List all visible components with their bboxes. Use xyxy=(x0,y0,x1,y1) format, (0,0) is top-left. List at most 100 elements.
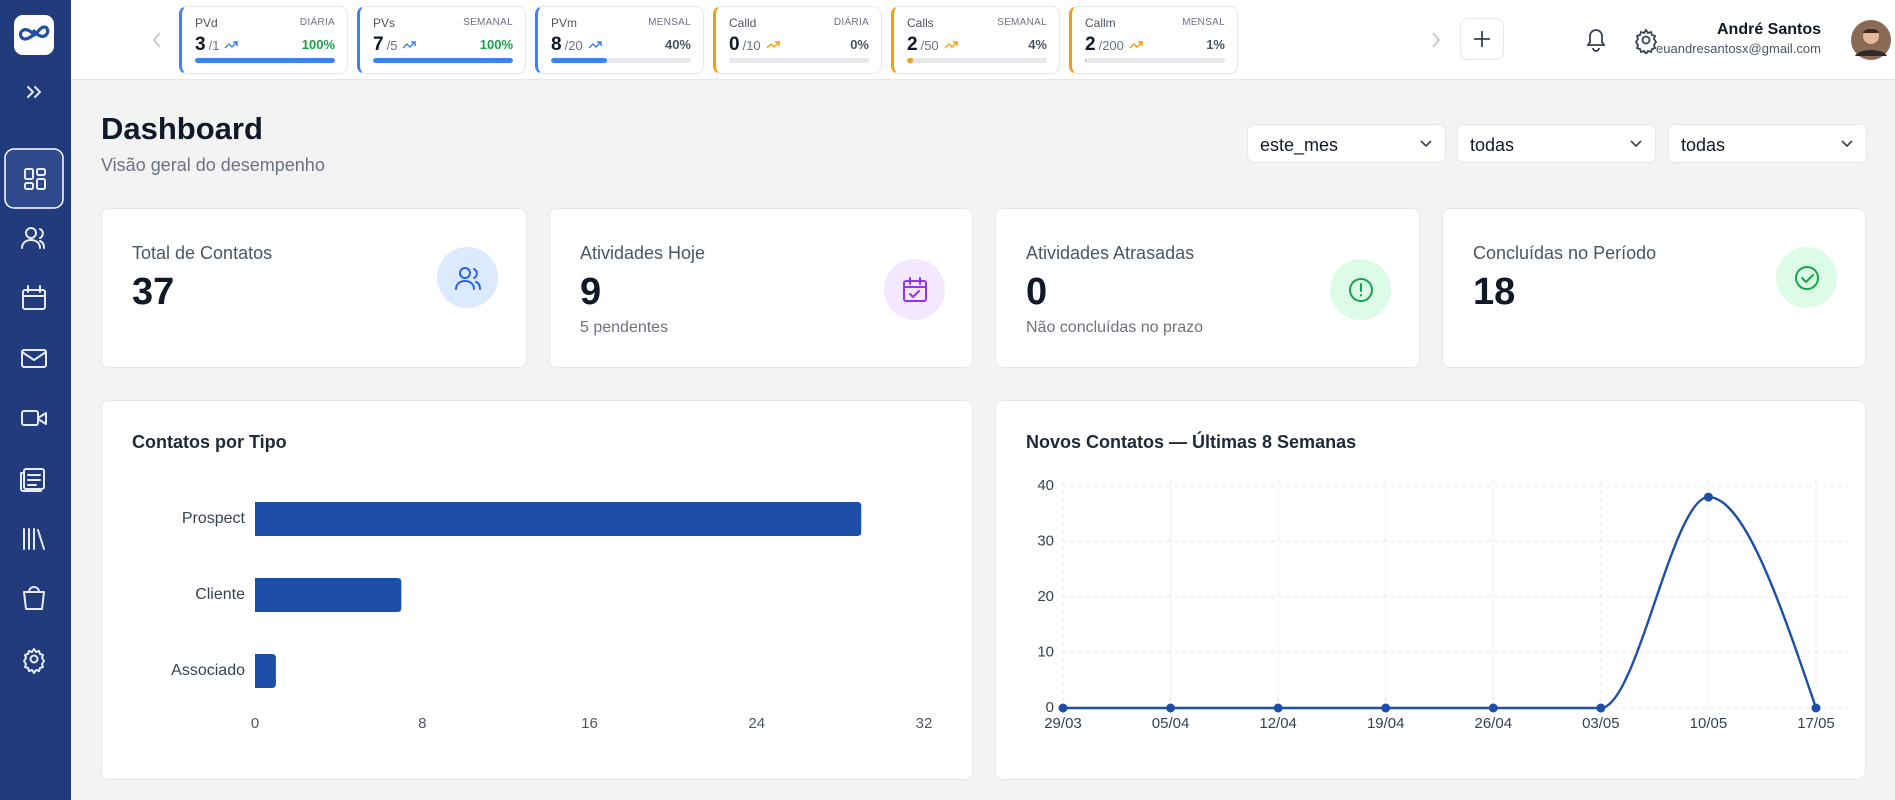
stat-icon xyxy=(884,259,945,320)
metric-card[interactable]: Calld DIÁRIA 0/10 0% xyxy=(713,6,882,74)
stat-note: Não concluídas no prazo xyxy=(1026,319,1203,336)
metric-target: /1 xyxy=(208,38,220,53)
metric-target: /200 xyxy=(1098,38,1124,53)
user-name: André Santos xyxy=(1716,21,1821,38)
x-tick-label: 12/04 xyxy=(1259,715,1297,732)
avatar[interactable] xyxy=(1851,20,1891,60)
x-tick-label: 16 xyxy=(581,715,598,732)
chart-title: Novos Contatos — Últimas 8 Semanas xyxy=(1026,431,1356,452)
trend-icon xyxy=(766,41,780,49)
stat-note: 5 pendentes xyxy=(580,319,669,336)
add-button[interactable] xyxy=(1460,18,1504,60)
chart-title: Contatos por Tipo xyxy=(132,432,287,452)
progress-bar xyxy=(373,58,513,63)
y-tick-label: Associado xyxy=(171,662,245,679)
point xyxy=(1811,703,1821,713)
settings-button[interactable] xyxy=(1632,26,1660,54)
metric-card[interactable]: Calls SEMANAL 2/50 4% xyxy=(891,6,1060,74)
metric-value: 2 xyxy=(907,34,918,55)
prev-button[interactable] xyxy=(150,30,164,50)
metric-name: Calls xyxy=(907,16,934,30)
metric-percent: 1% xyxy=(1206,37,1225,52)
y-tick-label: Cliente xyxy=(195,586,245,603)
metric-value-row: 0/10 xyxy=(729,34,780,56)
metric-value-row: 8/20 xyxy=(551,34,602,56)
metric-period: MENSAL xyxy=(1182,17,1225,28)
stat-card: Total de Contatos 37 xyxy=(101,208,527,368)
sidebar xyxy=(0,0,71,800)
line-chart: Novos Contatos — Últimas 8 Semanas 0 10 20 3… xyxy=(1026,431,1848,732)
metric-period: SEMANAL xyxy=(463,17,513,28)
progress-track xyxy=(551,58,691,63)
bar xyxy=(255,578,402,612)
metric-percent: 40% xyxy=(664,37,691,52)
metric-period: MENSAL xyxy=(648,17,691,28)
metric-card[interactable]: Callm MENSAL 2/200 1% xyxy=(1069,6,1238,74)
user-email: euandresantosx@gmail.com xyxy=(1656,41,1821,56)
trend-icon xyxy=(1129,41,1143,49)
metric-value: 0 xyxy=(729,34,740,55)
progress-bar xyxy=(1085,58,1087,63)
point xyxy=(1273,703,1283,713)
stat-value: 9 xyxy=(580,271,602,313)
trend-line xyxy=(402,41,417,49)
metric-percent: 100% xyxy=(301,37,335,52)
metric-value-row: 3/1 xyxy=(195,34,239,56)
metric-percent: 0% xyxy=(850,37,869,52)
metric-target: /50 xyxy=(920,38,939,53)
metric-name: PVd xyxy=(195,16,218,30)
stat-card: Concluídas no Período 18 xyxy=(1442,208,1866,368)
chevron xyxy=(1420,140,1432,148)
stat-icon xyxy=(1330,259,1391,320)
x-tick-label: 0 xyxy=(251,715,259,732)
metric-value-row: 2/50 xyxy=(907,34,958,56)
metric-name: Calld xyxy=(729,16,757,30)
bar-chart: Contatos por Tipo 0 8 16 24 32 Prospect Cliente… xyxy=(132,432,933,732)
point xyxy=(1381,703,1391,713)
type-filter[interactable]: todas xyxy=(1457,124,1656,163)
filter-value: este_mes xyxy=(1260,135,1339,155)
x-tick-label: 24 xyxy=(748,715,765,732)
metric-value: 2 xyxy=(1085,34,1096,55)
chevron xyxy=(1630,140,1642,148)
notifications-button[interactable] xyxy=(1583,26,1609,54)
trend-line xyxy=(588,41,602,49)
period-filter[interactable]: este_mes xyxy=(1247,124,1446,163)
metric-percent: 100% xyxy=(479,37,513,52)
metric-value-row: 2/200 xyxy=(1085,34,1143,56)
chart-card: Contatos por Tipo 0 8 16 24 32 Prospect Cliente… xyxy=(101,400,973,780)
metric-target: /5 xyxy=(386,38,398,53)
page-subtitle: Visão geral do desempenho xyxy=(101,155,325,175)
y-tick-label: 30 xyxy=(1037,532,1054,549)
metric-value: 7 xyxy=(373,34,384,55)
y-tick-label: 20 xyxy=(1037,588,1054,605)
progress-bar xyxy=(195,58,335,63)
metric-value-row: 7/5 xyxy=(373,34,417,56)
metric-name: Callm xyxy=(1085,16,1116,30)
next-button[interactable] xyxy=(1429,30,1443,50)
stat-title: Atividades Hoje xyxy=(580,243,706,263)
metric-card[interactable]: PVm MENSAL 8/20 40% xyxy=(535,6,704,74)
trend-icon xyxy=(402,41,417,49)
owner-filter[interactable]: todas xyxy=(1668,124,1867,163)
stat-title: Atividades Atrasadas xyxy=(1026,243,1195,263)
point xyxy=(1166,703,1176,713)
chevron xyxy=(1841,140,1853,148)
trend-icon xyxy=(224,41,239,49)
metric-target: /10 xyxy=(742,38,761,53)
metric-card[interactable]: PVs SEMANAL 7/5 100% xyxy=(357,6,526,74)
filter-value: todas xyxy=(1470,135,1515,155)
trend-line xyxy=(766,41,780,49)
progress-track xyxy=(729,58,869,63)
stat-title: Total de Contatos xyxy=(132,243,273,263)
stat-value: 37 xyxy=(132,271,175,313)
metric-period: SEMANAL xyxy=(997,17,1047,28)
metric-period: DIÁRIA xyxy=(299,17,335,28)
metric-percent: 4% xyxy=(1028,37,1047,52)
metric-name: PVs xyxy=(373,16,396,30)
x-tick-label: 32 xyxy=(916,715,933,732)
bar xyxy=(255,502,862,536)
user-info[interactable]: André Santos euandresantosx@gmail.com xyxy=(1656,21,1821,56)
metric-card[interactable]: PVd DIÁRIA 3/1 100% xyxy=(179,6,348,74)
